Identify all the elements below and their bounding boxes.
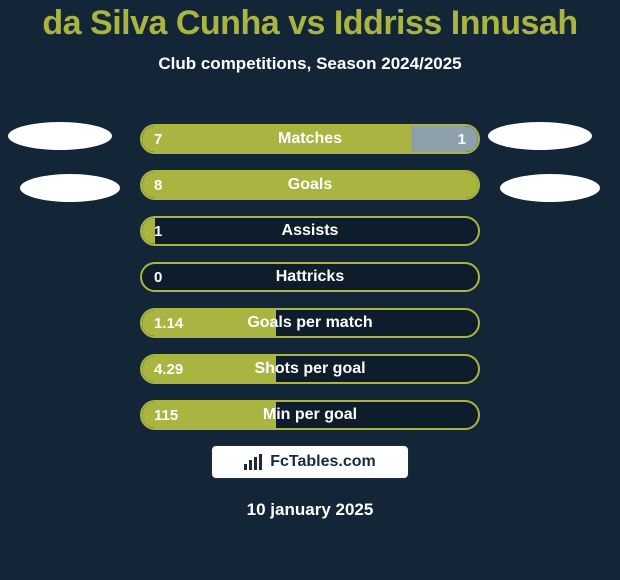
source-badge: FcTables.com — [210, 444, 410, 480]
stat-row: 115Min per goal — [140, 400, 480, 430]
decorative-pill — [20, 174, 120, 202]
comparison-infographic: da Silva Cunha vs Iddriss Innusah Club c… — [0, 0, 620, 580]
decorative-pill — [8, 122, 112, 150]
stat-row: 0Hattricks — [140, 262, 480, 292]
decorative-pill — [500, 174, 600, 202]
stat-row: 1.14Goals per match — [140, 308, 480, 338]
page-subtitle: Club competitions, Season 2024/2025 — [0, 54, 620, 74]
stat-row: 4.29Shots per goal — [140, 354, 480, 384]
stat-row: 8Goals — [140, 170, 480, 200]
stat-row: 1Assists — [140, 216, 480, 246]
page-title: da Silva Cunha vs Iddriss Innusah — [0, 0, 620, 42]
stat-label: Shots per goal — [142, 356, 478, 382]
source-badge-text: FcTables.com — [270, 453, 376, 471]
stat-label: Matches — [142, 126, 478, 152]
date-text: 10 january 2025 — [0, 500, 620, 520]
stat-row: 71Matches — [140, 124, 480, 154]
stat-label: Hattricks — [142, 264, 478, 290]
chart-icon — [244, 454, 264, 470]
stat-label: Goals per match — [142, 310, 478, 336]
stats-bars: 71Matches 8Goals 1Assists 0Hattricks 1.14Goa… — [140, 124, 480, 446]
stat-label: Assists — [142, 218, 478, 244]
stat-label: Min per goal — [142, 402, 478, 428]
decorative-pill — [488, 122, 592, 150]
stat-label: Goals — [142, 172, 478, 198]
